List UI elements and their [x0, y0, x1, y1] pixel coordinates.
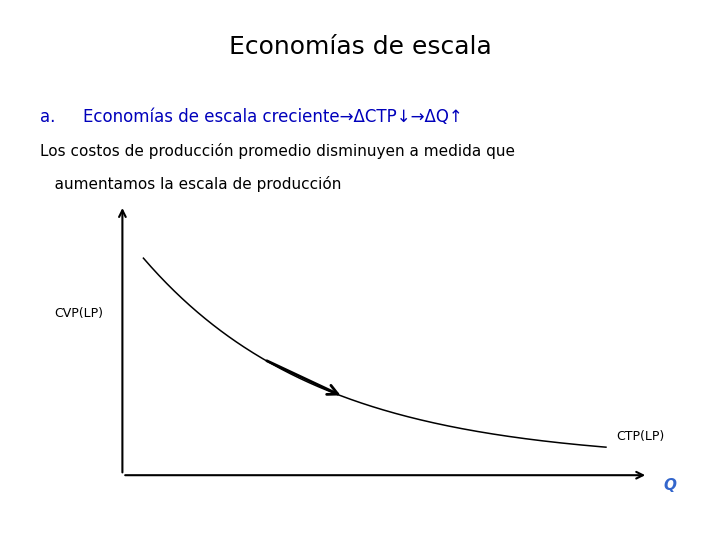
Text: a.: a.	[40, 108, 55, 126]
Text: Economías de escala: Economías de escala	[229, 35, 491, 59]
Text: Q: Q	[664, 478, 677, 494]
Text: CTP(LP): CTP(LP)	[616, 430, 665, 443]
Text: Economías de escala creciente→ΔCTP↓→ΔQ↑: Economías de escala creciente→ΔCTP↓→ΔQ↑	[83, 108, 462, 126]
Text: CVP(LP): CVP(LP)	[54, 307, 103, 320]
Text: Los costos de producción promedio disminuyen a medida que: Los costos de producción promedio dismin…	[40, 143, 515, 159]
Text: aumentamos la escala de producción: aumentamos la escala de producción	[40, 176, 341, 192]
